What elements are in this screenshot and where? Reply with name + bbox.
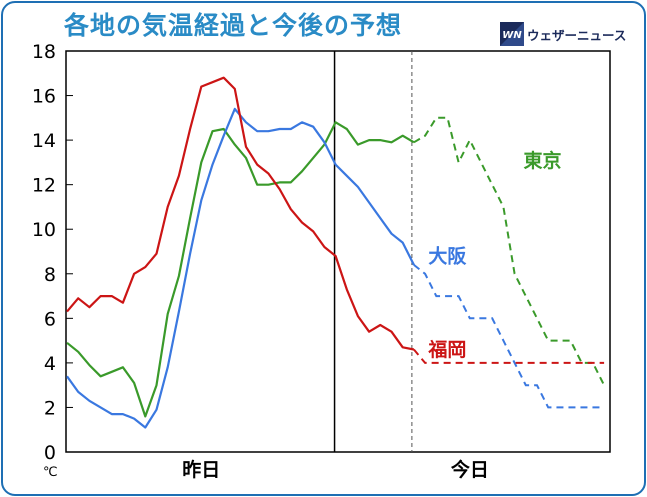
- y-tick-label: 16: [32, 86, 56, 108]
- plot-border: [65, 50, 611, 453]
- y-tick-label: 6: [44, 308, 56, 330]
- y-tick-label: 18: [32, 41, 56, 63]
- y-tick-label: 2: [44, 397, 56, 419]
- series-label: 大阪: [428, 245, 467, 268]
- weathernews-logo-icon: WN: [500, 22, 524, 46]
- series-label: 福岡: [427, 338, 466, 361]
- page-title: 各地の気温経過と今後の予想: [64, 11, 403, 40]
- y-tick-label: 14: [32, 130, 56, 152]
- y-tick-label: 12: [32, 175, 56, 197]
- series-observed-line: [66, 76, 415, 351]
- series-label: 東京: [524, 149, 562, 172]
- y-tick-label: 8: [44, 264, 56, 286]
- brand-mark: WN: [502, 30, 522, 41]
- y-tick-label: 0: [44, 442, 56, 464]
- x-day-label: 昨日: [182, 458, 220, 481]
- brand: WN ウェザーニュース: [500, 22, 626, 46]
- y-tick-label: 4: [44, 353, 56, 375]
- y-unit-label: ℃: [43, 465, 58, 480]
- x-day-label: 今日: [450, 458, 489, 481]
- y-tick-label: 10: [32, 219, 56, 241]
- brand-name: ウェザーニュース: [527, 27, 627, 43]
- series-forecast-line: [413, 264, 605, 409]
- series-observed-line: [66, 107, 415, 429]
- series-forecast-line: [413, 348, 605, 364]
- series-forecast-line: [413, 116, 605, 386]
- series-observed-line: [66, 121, 415, 418]
